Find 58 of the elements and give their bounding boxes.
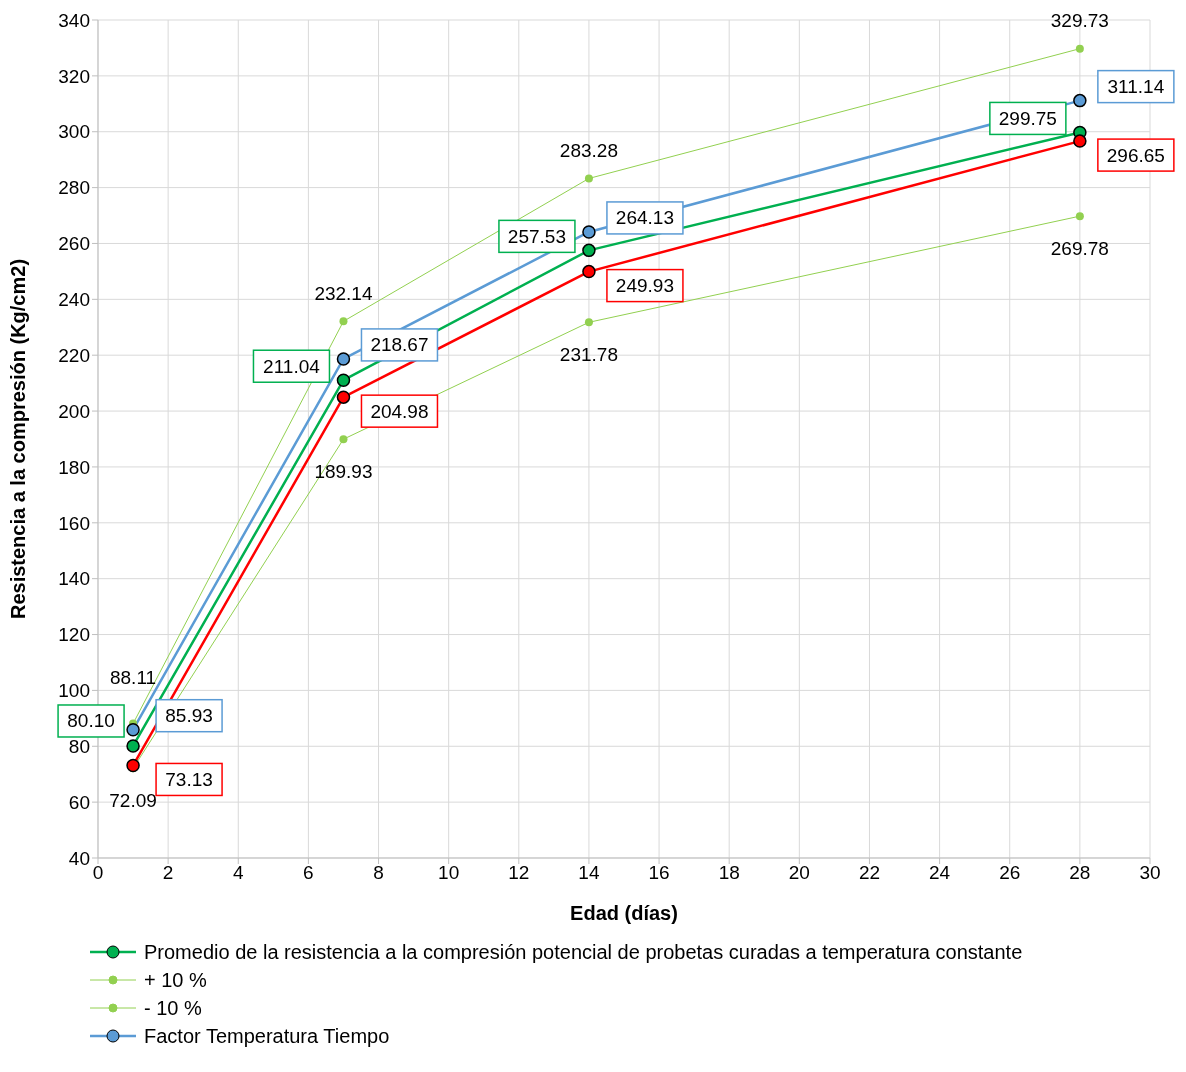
x-tick-label: 8: [373, 862, 384, 884]
x-tick-label: 24: [929, 862, 951, 884]
x-tick-label: 16: [648, 862, 670, 884]
y-tick-label: 340: [58, 9, 90, 31]
x-tick-label: 18: [718, 862, 740, 884]
y-tick-label: 160: [58, 512, 90, 534]
x-tick-label: 28: [1069, 862, 1091, 884]
x-tick-label: 4: [232, 862, 244, 884]
y-tick-label: 80: [68, 736, 90, 758]
x-tick-label: 30: [1139, 862, 1161, 884]
data-label: 269.78: [1050, 237, 1109, 259]
data-label: 249.93: [615, 275, 674, 297]
y-tick-label: 180: [58, 456, 90, 478]
x-tick-label: 0: [92, 862, 104, 884]
data-label: 299.75: [998, 107, 1057, 129]
y-tick-label: 240: [58, 289, 90, 311]
data-label: 80.10: [67, 710, 115, 732]
y-axis-title: Resistencia a la compresión (Kg/cm2): [7, 258, 30, 620]
data-label: 85.93: [165, 705, 213, 727]
x-tick-label: 20: [788, 862, 810, 884]
data-label: 72.09: [109, 789, 157, 811]
legend-label: Factor Temperatura Tiempo: [144, 1024, 390, 1048]
x-tick-label: 12: [508, 862, 530, 884]
data-label: 218.67: [370, 334, 429, 356]
data-label: 232.14: [314, 282, 373, 304]
x-tick-label: 26: [999, 862, 1021, 884]
y-tick-label: 120: [58, 624, 90, 646]
y-tick-label: 60: [68, 791, 90, 813]
y-tick-label: 40: [68, 847, 90, 869]
x-axis-title: Edad (días): [570, 902, 678, 924]
data-label: 296.65: [1106, 144, 1165, 166]
legend-label: - 10 %: [144, 996, 202, 1020]
y-tick-label: 200: [58, 400, 90, 422]
x-tick-label: 22: [858, 862, 881, 884]
legend-label: + 10 %: [144, 968, 207, 992]
data-label: 257.53: [507, 225, 566, 247]
y-tick-label: 300: [58, 121, 90, 143]
x-tick-label: 10: [438, 862, 460, 884]
x-tick-label: 2: [162, 862, 174, 884]
data-label: 264.13: [615, 207, 674, 229]
x-tick-label: 6: [303, 862, 314, 884]
y-tick-label: 220: [58, 344, 90, 366]
legend-label: Promedio de la resistencia a la compresión potencial de probetas curadas a temperatura constante: [144, 940, 1023, 964]
data-label: 204.98: [370, 400, 429, 422]
y-tick-label: 140: [58, 568, 90, 590]
data-label: 283.28: [559, 139, 618, 161]
y-tick-label: 100: [58, 680, 90, 702]
y-tick-label: 320: [58, 65, 90, 87]
data-label: 329.73: [1050, 10, 1109, 32]
data-label: 73.13: [165, 768, 213, 790]
y-tick-label: 280: [58, 177, 90, 199]
data-label: 88.11: [110, 667, 157, 689]
x-tick-label: 14: [578, 862, 600, 884]
data-label: 211.04: [263, 355, 321, 377]
data-label: 189.93: [314, 460, 373, 482]
data-label: 231.78: [559, 343, 618, 365]
y-tick-label: 260: [58, 233, 90, 255]
data-label: 311.14: [1107, 76, 1165, 98]
